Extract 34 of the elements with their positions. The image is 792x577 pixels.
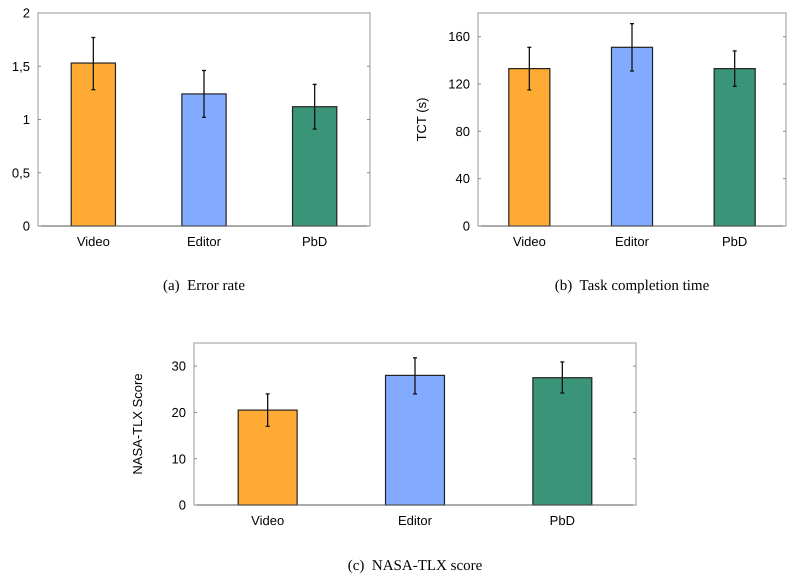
y-tick-label: 0 — [462, 218, 470, 234]
y-tick-label: 40 — [456, 171, 470, 186]
bar — [384, 374, 446, 506]
y-tick-label: 0 — [22, 218, 30, 234]
y-tick-label: 2 — [22, 6, 30, 21]
y-axis-title: TCT (s) — [414, 98, 429, 142]
bar — [181, 93, 227, 227]
x-tick-label: PbD — [550, 513, 575, 528]
y-tick-label: 160 — [448, 29, 470, 44]
x-tick-label: Video — [512, 234, 546, 249]
x-tick-label: PbD — [302, 234, 328, 249]
y-tick-label: 10 — [172, 451, 186, 466]
x-tick-label: Editor — [187, 234, 222, 249]
text: (c) NASA-TLX score — [348, 558, 483, 574]
y-tick-label: 1 — [22, 112, 30, 128]
bar — [238, 410, 298, 506]
bar — [292, 106, 338, 227]
y-tick-label: 0 — [178, 498, 186, 513]
y-tick-label: 20 — [172, 404, 186, 420]
bar — [70, 62, 116, 227]
y-tick-label: 0,5 — [12, 165, 30, 180]
text: (a) Error rate — [162, 278, 246, 294]
x-tick-label: Editor — [398, 513, 433, 528]
y-tick-label: 30 — [172, 358, 186, 374]
bar — [532, 377, 592, 506]
y-tick-label: 80 — [456, 124, 470, 139]
x-tick-label: Editor — [615, 234, 650, 249]
y-axis-title: NASA-TLX Score — [130, 373, 145, 475]
y-tick-label: 120 — [448, 76, 470, 92]
y-tick-label: 1,5 — [12, 58, 30, 74]
x-tick-label: PbD — [722, 234, 748, 249]
x-tick-label: Video — [251, 513, 284, 528]
text: (b) Task completion time — [554, 278, 710, 294]
x-tick-label: Video — [76, 234, 110, 249]
